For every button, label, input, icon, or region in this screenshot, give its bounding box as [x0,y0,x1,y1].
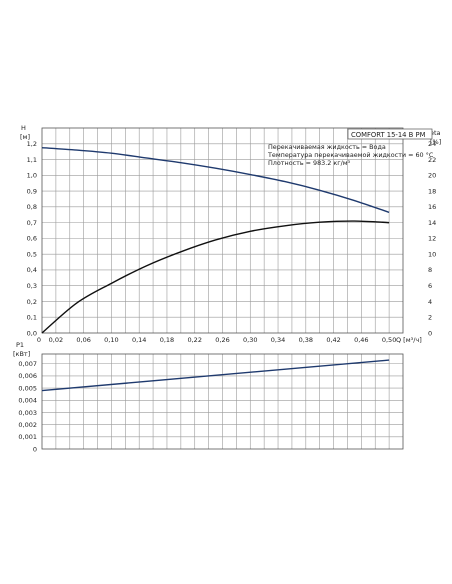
x-tick-label: 0,42 [326,336,340,344]
y-right-tick-label: 18 [428,187,436,195]
y-left-tick-labels: 0,0 0,1 0,2 0,3 0,4 0,5 0,6 0,7 0,8 0,9 1,0 1,1 1,2 [27,140,37,337]
power-tick-label: 0,007 [18,360,37,368]
power-tick-label: 0,001 [18,433,37,441]
y-right-tick-label: 16 [428,203,436,211]
x-tick-label: 0,34 [271,336,285,344]
y-left-axis-title-line2: [м] [20,133,30,141]
y-left-tick-label: 1,2 [27,140,37,148]
annotation-fluid: Перекачиваемая жидкость = Вода [268,143,386,151]
y-right-tick-label: 6 [428,282,432,290]
y-right-axis-title-line2: [%] [430,138,441,146]
power-tick-label: 0,006 [18,372,37,380]
y-left-tick-label: 0,2 [27,298,37,306]
y-right-tick-label: 20 [428,172,436,180]
series-head-curve [41,147,390,214]
model-label-box [347,128,433,140]
x-tick-label: 0,22 [187,336,201,344]
series-power-line [41,359,390,392]
series-efficiency-curve [41,220,390,334]
y-left-tick-label: 0,1 [27,314,37,322]
x-tick-label: 0,50 [382,336,396,344]
y-left-tick-label: 0,8 [27,203,37,211]
bottom-plot-frame [41,353,404,450]
top-plot-frame [41,127,404,334]
model-label: COMFORT 15-14 B PM [351,131,426,139]
power-axis-title-line2: [кВт] [13,350,30,358]
y-right-tick-label: 14 [428,219,436,227]
bottom-grid [42,354,403,449]
y-right-tick-label: 2 [428,314,432,322]
annotation-temperature: Температура перекачиваемой жидкости = 60… [267,151,434,159]
y-right-tick-label: 4 [428,298,432,306]
annotation-density: Плотность = 983.2 кг/м³ [268,159,351,167]
y-left-tick-label: 0,3 [27,282,37,290]
y-right-tick-label: 8 [428,266,432,274]
x-tick-label: 0,10 [104,336,118,344]
y-right-tick-label: 12 [428,235,436,243]
power-panel: P1 [кВт] 0 0,001 0,002 0,003 0,004 0,005 0,006… [13,341,404,453]
x-tick-label: 0,02 [49,336,63,344]
power-tick-label: 0,002 [18,421,37,429]
x-tick-label: 0,46 [354,336,368,344]
power-tick-label: 0 [33,445,37,453]
y-left-tick-label: 1,1 [27,156,37,164]
y-left-axis-title-line1: H [21,124,26,132]
power-axis-title-line1: P1 [16,341,24,349]
y-left-tick-label: 0,4 [27,266,37,274]
x-tick-label: 0,38 [299,336,313,344]
power-tick-label: 0,003 [18,409,37,417]
x-tick-label: 0,30 [243,336,257,344]
y-left-tick-label: 1,0 [27,172,37,180]
y-left-tick-label: 0,6 [27,235,37,243]
x-tick-labels: 0 0,02 0,06 0,10 0,14 0,18 0,22 0,26 0,30 0,34 0,3… [37,336,396,344]
power-tick-label: 0,005 [18,384,37,392]
y-left-tick-label: 0,0 [27,329,37,337]
y-left-tick-label: 0,7 [27,219,37,227]
y-left-tick-label: 0,5 [27,250,37,258]
x-axis-title: Q [м³/ч] [396,336,422,344]
y-right-axis-title-line1: eta [430,129,441,137]
x-tick-label: 0,18 [160,336,174,344]
power-tick-labels: 0 0,001 0,002 0,003 0,004 0,005 0,006 0,007 [18,360,37,453]
head-efficiency-panel: H [м] eta [%] 0,00,10,20,30,40,50,60,70,… [20,124,441,344]
y-left-tick-label: 0,9 [27,187,37,195]
y-right-tick-label: 22 [428,156,436,164]
y-right-tick-label: 10 [428,250,436,258]
y-right-tick-label: 24 [428,140,436,148]
x-tick-label: 0,14 [132,336,146,344]
x-tick-label: 0 [37,336,41,344]
x-tick-label: 0,06 [76,336,90,344]
x-tick-label: 0,26 [215,336,229,344]
power-tick-label: 0,004 [18,397,37,405]
y-right-tick-label: 0 [428,329,432,337]
